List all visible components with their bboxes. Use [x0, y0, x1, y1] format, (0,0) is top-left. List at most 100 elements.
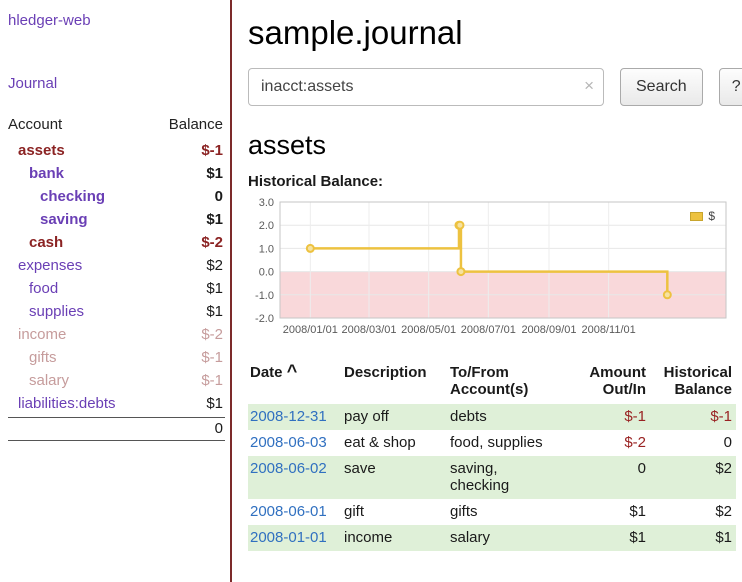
column-header-description: Description — [342, 362, 448, 404]
sidebar-account-balance: $-1 — [201, 349, 223, 366]
sidebar-account-balance: $-2 — [201, 234, 223, 251]
sidebar-account-row: checking 0 — [8, 185, 225, 208]
sidebar-account-row: gifts $-1 — [8, 346, 225, 369]
transaction-balance: 0 — [723, 434, 732, 451]
svg-text:-1.0: -1.0 — [255, 290, 274, 302]
sidebar-account-balance: $1 — [206, 303, 223, 320]
sidebar-account-link[interactable]: supplies — [29, 303, 85, 320]
sidebar-account-row: cash $-2 — [8, 231, 225, 254]
transaction-date-link[interactable]: 2008-06-02 — [250, 460, 327, 477]
sidebar-account-balance: 0 — [214, 188, 223, 205]
sidebar-account-balance: $1 — [206, 280, 223, 297]
accounts-list: assets $-1 bank $1 checking 0 saving $1 … — [8, 139, 225, 415]
accounts-header-balance: Balance — [168, 116, 223, 133]
search-button[interactable]: Search — [620, 68, 703, 106]
sidebar-account-row: saving $1 — [8, 208, 225, 231]
sidebar-account-link[interactable]: assets — [18, 142, 65, 159]
register-table: Date ^ Description To/From Account(s) Am… — [248, 362, 736, 551]
transaction-amount: $1 — [629, 529, 646, 546]
balance-chart: $ 3.0 2.0 1.0 0.0 -1.0 -2.0 2008/01/01 2008/03/… — [248, 196, 730, 348]
sidebar-account-row: supplies $1 — [8, 300, 225, 323]
register-row: 2008-12-31 pay off debts $-1 $-1 — [248, 404, 736, 430]
register-body: 2008-12-31 pay off debts $-1 $-1 2008-06… — [248, 404, 736, 551]
svg-text:1.0: 1.0 — [259, 243, 274, 255]
sidebar-account-link[interactable]: income — [18, 326, 67, 343]
sort-ascending-icon: ^ — [286, 361, 298, 381]
svg-text:2008/07/01: 2008/07/01 — [461, 324, 516, 336]
transaction-date-link[interactable]: 2008-06-01 — [250, 503, 327, 520]
sidebar-account-link[interactable]: checking — [40, 188, 106, 205]
sidebar-account-row: salary $-1 — [8, 369, 225, 392]
description-header-label: Description — [344, 364, 427, 381]
sidebar-account-link[interactable]: bank — [29, 165, 65, 182]
column-header-balance: Historical Balance — [663, 364, 732, 398]
search-bar: × Search ? — [248, 68, 742, 106]
page-title: sample.journal — [248, 14, 463, 51]
column-header-date[interactable]: Date ^ — [248, 362, 342, 404]
sidebar-account-row: assets $-1 — [8, 139, 225, 162]
sidebar-account-balance: $2 — [206, 257, 223, 274]
svg-text:2.0: 2.0 — [259, 220, 274, 232]
transaction-balance: $-1 — [710, 408, 732, 425]
main-panel: sample.journal × Search ? assets Histori… — [232, 0, 742, 582]
sidebar-account-row: bank $1 — [8, 162, 225, 185]
sidebar-account-link[interactable]: gifts — [29, 349, 57, 366]
transaction-accounts: food, supplies — [450, 434, 543, 451]
help-button[interactable]: ? — [718, 68, 742, 106]
svg-text:2008/11/01: 2008/11/01 — [582, 324, 636, 336]
sidebar-account-balance: $-1 — [201, 142, 223, 159]
date-header-label: Date — [250, 364, 283, 381]
column-header-account: To/From Account(s) — [450, 364, 529, 398]
account-title: assets — [248, 130, 327, 160]
transaction-description: income — [344, 529, 393, 546]
transaction-date-link[interactable]: 2008-12-31 — [250, 408, 327, 425]
chart-canvas: 3.0 2.0 1.0 0.0 -1.0 -2.0 2008/01/01 2008/03/01… — [255, 197, 727, 336]
transaction-description: pay off — [344, 408, 389, 425]
svg-text:0.0: 0.0 — [259, 267, 274, 279]
brand-link[interactable]: hledger-web — [8, 12, 91, 29]
sidebar-item-journal[interactable]: Journal — [8, 75, 58, 92]
transaction-description: eat & shop — [344, 434, 416, 451]
transaction-accounts: saving, checking — [450, 460, 510, 494]
register-header-row: Date ^ Description To/From Account(s) Am… — [248, 362, 736, 404]
transaction-balance: $2 — [715, 503, 732, 520]
register-row: 2008-06-03 eat & shop food, supplies $-2… — [248, 430, 736, 456]
sidebar-account-link[interactable]: liabilities:debts — [18, 395, 116, 412]
search-box: × — [248, 68, 604, 106]
svg-text:2008/03/01: 2008/03/01 — [341, 324, 396, 336]
sidebar-account-balance: $1 — [206, 165, 223, 182]
sidebar-account-balance: $1 — [206, 395, 223, 412]
svg-text:2008/09/01: 2008/09/01 — [521, 324, 576, 336]
column-header-amount: Amount Out/In — [589, 364, 646, 398]
transaction-accounts: debts — [450, 408, 487, 425]
sidebar-account-row: food $1 — [8, 277, 225, 300]
transaction-description: save — [344, 460, 376, 477]
sidebar-account-link[interactable]: cash — [29, 234, 64, 251]
sidebar-account-link[interactable]: saving — [40, 211, 88, 228]
svg-text:3.0: 3.0 — [259, 197, 274, 209]
chart-legend: $ — [687, 208, 718, 224]
transaction-date-link[interactable]: 2008-01-01 — [250, 529, 327, 546]
sidebar-account-balance: $-2 — [201, 326, 223, 343]
sidebar-account-row: income $-2 — [8, 323, 225, 346]
sidebar-account-balance: $-1 — [201, 372, 223, 389]
clear-search-icon[interactable]: × — [584, 76, 594, 95]
svg-text:-2.0: -2.0 — [255, 313, 274, 325]
sidebar-account-row: expenses $2 — [8, 254, 225, 277]
transaction-amount: 0 — [637, 460, 646, 477]
sidebar-account-row: liabilities:debts $1 — [8, 392, 225, 415]
transaction-amount: $1 — [629, 503, 646, 520]
sidebar-account-balance: $1 — [206, 211, 223, 228]
legend-label: $ — [708, 209, 715, 223]
accounts-table-header: Account Balance — [8, 116, 225, 133]
sidebar-account-link[interactable]: food — [29, 280, 59, 297]
svg-text:2008/01/01: 2008/01/01 — [283, 324, 338, 336]
transaction-balance: $2 — [715, 460, 732, 477]
sidebar-account-link[interactable]: salary — [29, 372, 70, 389]
sidebar-account-link[interactable]: expenses — [18, 257, 83, 274]
transaction-date-link[interactable]: 2008-06-03 — [250, 434, 327, 451]
accounts-header-account: Account — [8, 116, 63, 133]
search-input[interactable] — [248, 68, 604, 106]
sidebar: hledger-web Journal Account Balance asse… — [0, 0, 232, 582]
